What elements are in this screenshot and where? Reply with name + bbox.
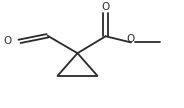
Text: O: O bbox=[127, 34, 135, 44]
Text: O: O bbox=[4, 36, 12, 46]
Text: O: O bbox=[101, 2, 110, 12]
